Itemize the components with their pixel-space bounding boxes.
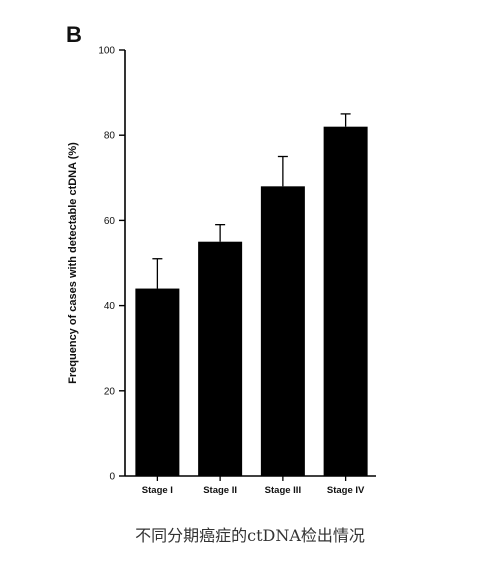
panel-label: B [66,22,82,47]
y-axis-title: Frequency of cases with detectable ctDNA… [67,142,79,384]
category-label: Stage I [142,485,173,496]
y-tick-label: 20 [104,386,116,397]
category-label: Stage II [203,485,237,496]
bar [135,288,180,476]
chart-error-bars [152,113,351,289]
y-tick-label: 80 [104,131,116,142]
y-tick-label: 40 [104,301,116,312]
chart-bars [135,126,368,477]
bar [260,186,305,476]
y-tick-label: 0 [109,472,115,483]
category-label: Stage IV [327,485,365,496]
y-tick-label: 100 [98,46,115,57]
chart-labels: 0 20 40 60 80 100 Stage I Stage II Stage III Stag… [98,46,365,497]
y-tick-label: 60 [104,216,116,227]
bar [198,241,243,476]
bar [323,126,368,477]
category-label: Stage III [265,485,301,496]
figure-caption: 不同分期癌症的ctDNA检出情况 [135,526,365,545]
